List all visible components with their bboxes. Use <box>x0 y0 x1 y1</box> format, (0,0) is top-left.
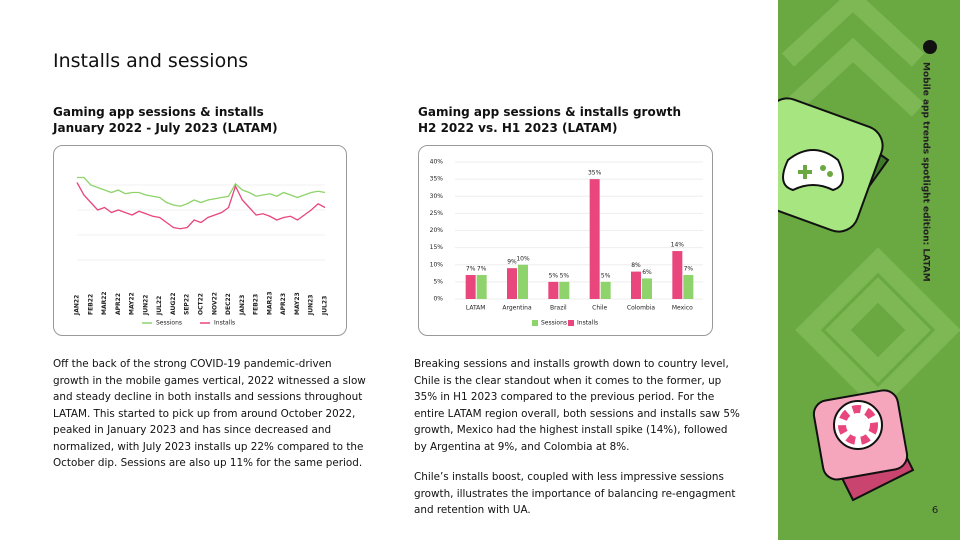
legend-label: Installs <box>214 320 235 327</box>
x-tick-label: AUG22 <box>170 292 177 315</box>
y-tick-label: 25% <box>430 210 444 217</box>
bar <box>518 264 528 299</box>
text: Breaking sessions and installs growth do… <box>414 358 740 453</box>
x-tick-label: Mexico <box>672 305 693 312</box>
data-label: 7% <box>466 266 476 273</box>
x-tick-label: JUL22 <box>156 296 163 316</box>
x-tick-label: JAN23 <box>239 295 246 316</box>
x-tick-label: OCT22 <box>198 293 205 315</box>
chart-title: Gaming app sessions & installs growth H2 … <box>418 104 681 136</box>
bar <box>548 281 559 299</box>
data-label: 7% <box>477 266 487 273</box>
paragraph: Breaking sessions and installs growth do… <box>414 356 740 533</box>
bar <box>600 281 611 299</box>
bar <box>683 275 694 299</box>
sidebar-text: Mobile app trends spotlight edition: LAT… <box>921 62 931 282</box>
chart-title: Gaming app sessions & installs January 20… <box>53 104 278 136</box>
x-tick-label: Argentina <box>502 305 532 312</box>
x-tick-label: LATAM <box>466 305 486 312</box>
line <box>77 176 326 207</box>
data-label: 5% <box>549 272 559 279</box>
data-label: 14% <box>671 242 685 249</box>
x-tick-label: APR23 <box>280 293 287 315</box>
data-label: 6% <box>642 269 652 276</box>
data-label: 5% <box>560 272 570 279</box>
x-tick-label: MAR22 <box>101 291 108 315</box>
title: Gaming app sessions & installs growth <box>418 105 682 119</box>
x-tick-label: JAN22 <box>74 295 81 316</box>
y-tick-label: 0% <box>433 296 443 303</box>
y-tick-label: 5% <box>433 278 443 285</box>
page-title: Installs and sessions <box>53 50 249 72</box>
data-label: 8% <box>631 262 641 269</box>
subtitle: H2 2022 vs. H1 2023 (LATAM) <box>418 121 618 135</box>
y-tick-label: 10% <box>430 261 444 268</box>
paragraph: Off the back of the strong COVID-19 pand… <box>53 356 371 486</box>
x-tick-label: Brazil <box>550 305 567 312</box>
data-label: 35% <box>588 170 602 177</box>
bar <box>642 278 652 299</box>
x-tick-label: APR22 <box>115 293 122 315</box>
x-tick-label: MAY23 <box>294 292 301 315</box>
bar <box>476 275 487 299</box>
x-tick-label: DEC22 <box>225 293 232 315</box>
bar <box>631 271 641 299</box>
text: Chile’s installs boost, coupled with les… <box>414 471 736 516</box>
x-tick-label: MAY22 <box>129 292 136 315</box>
x-tick-label: Chile <box>592 305 607 312</box>
data-label: 5% <box>601 272 611 279</box>
x-tick-label: FEB22 <box>87 294 94 315</box>
y-tick-label: 40% <box>430 159 444 166</box>
data-label: 9% <box>507 259 517 266</box>
logo <box>923 40 937 54</box>
x-tick-label: FEB23 <box>253 294 260 315</box>
subtitle: January 2022 - July 2023 (LATAM) <box>53 121 278 135</box>
controller-icon <box>778 97 890 233</box>
candy-icon <box>812 389 915 502</box>
x-tick-label: MAR23 <box>266 291 273 315</box>
legend-swatch <box>532 320 538 326</box>
y-tick-label: 35% <box>430 176 444 183</box>
x-tick-label: SEP22 <box>184 294 191 315</box>
legend-label: Installs <box>577 320 598 327</box>
x-tick-label: JUL23 <box>322 296 329 316</box>
bar <box>672 251 683 299</box>
legend-swatch <box>568 320 574 326</box>
line-chart: JAN22 FEB22 MAR22 APR22 MAY22 JUN22 JUL22 AUG22… <box>53 145 347 336</box>
bar <box>559 281 570 299</box>
sidebar: Mobile app trends spotlight edition: LAT… <box>778 0 960 540</box>
bar <box>589 179 600 299</box>
legend-label: Sessions <box>156 320 182 327</box>
y-tick-label: 20% <box>430 227 444 234</box>
legend-label: Sessions <box>541 320 567 327</box>
decor <box>781 0 960 413</box>
text: Off the back of the strong COVID-19 pand… <box>53 358 366 469</box>
title: Gaming app sessions & installs <box>53 105 264 119</box>
y-tick-label: 30% <box>430 193 444 200</box>
x-tick-label: JUN23 <box>308 295 315 316</box>
page-number: 6 <box>932 505 938 516</box>
line <box>76 182 326 230</box>
data-label: 10% <box>516 255 530 262</box>
bar <box>507 268 517 299</box>
x-tick-label: Colombia <box>627 305 656 312</box>
x-tick-label: NOV22 <box>211 292 218 315</box>
y-tick-label: 15% <box>430 244 444 251</box>
x-tick-label: JUN22 <box>142 295 149 316</box>
data-label: 7% <box>684 266 694 273</box>
bar <box>465 275 476 299</box>
